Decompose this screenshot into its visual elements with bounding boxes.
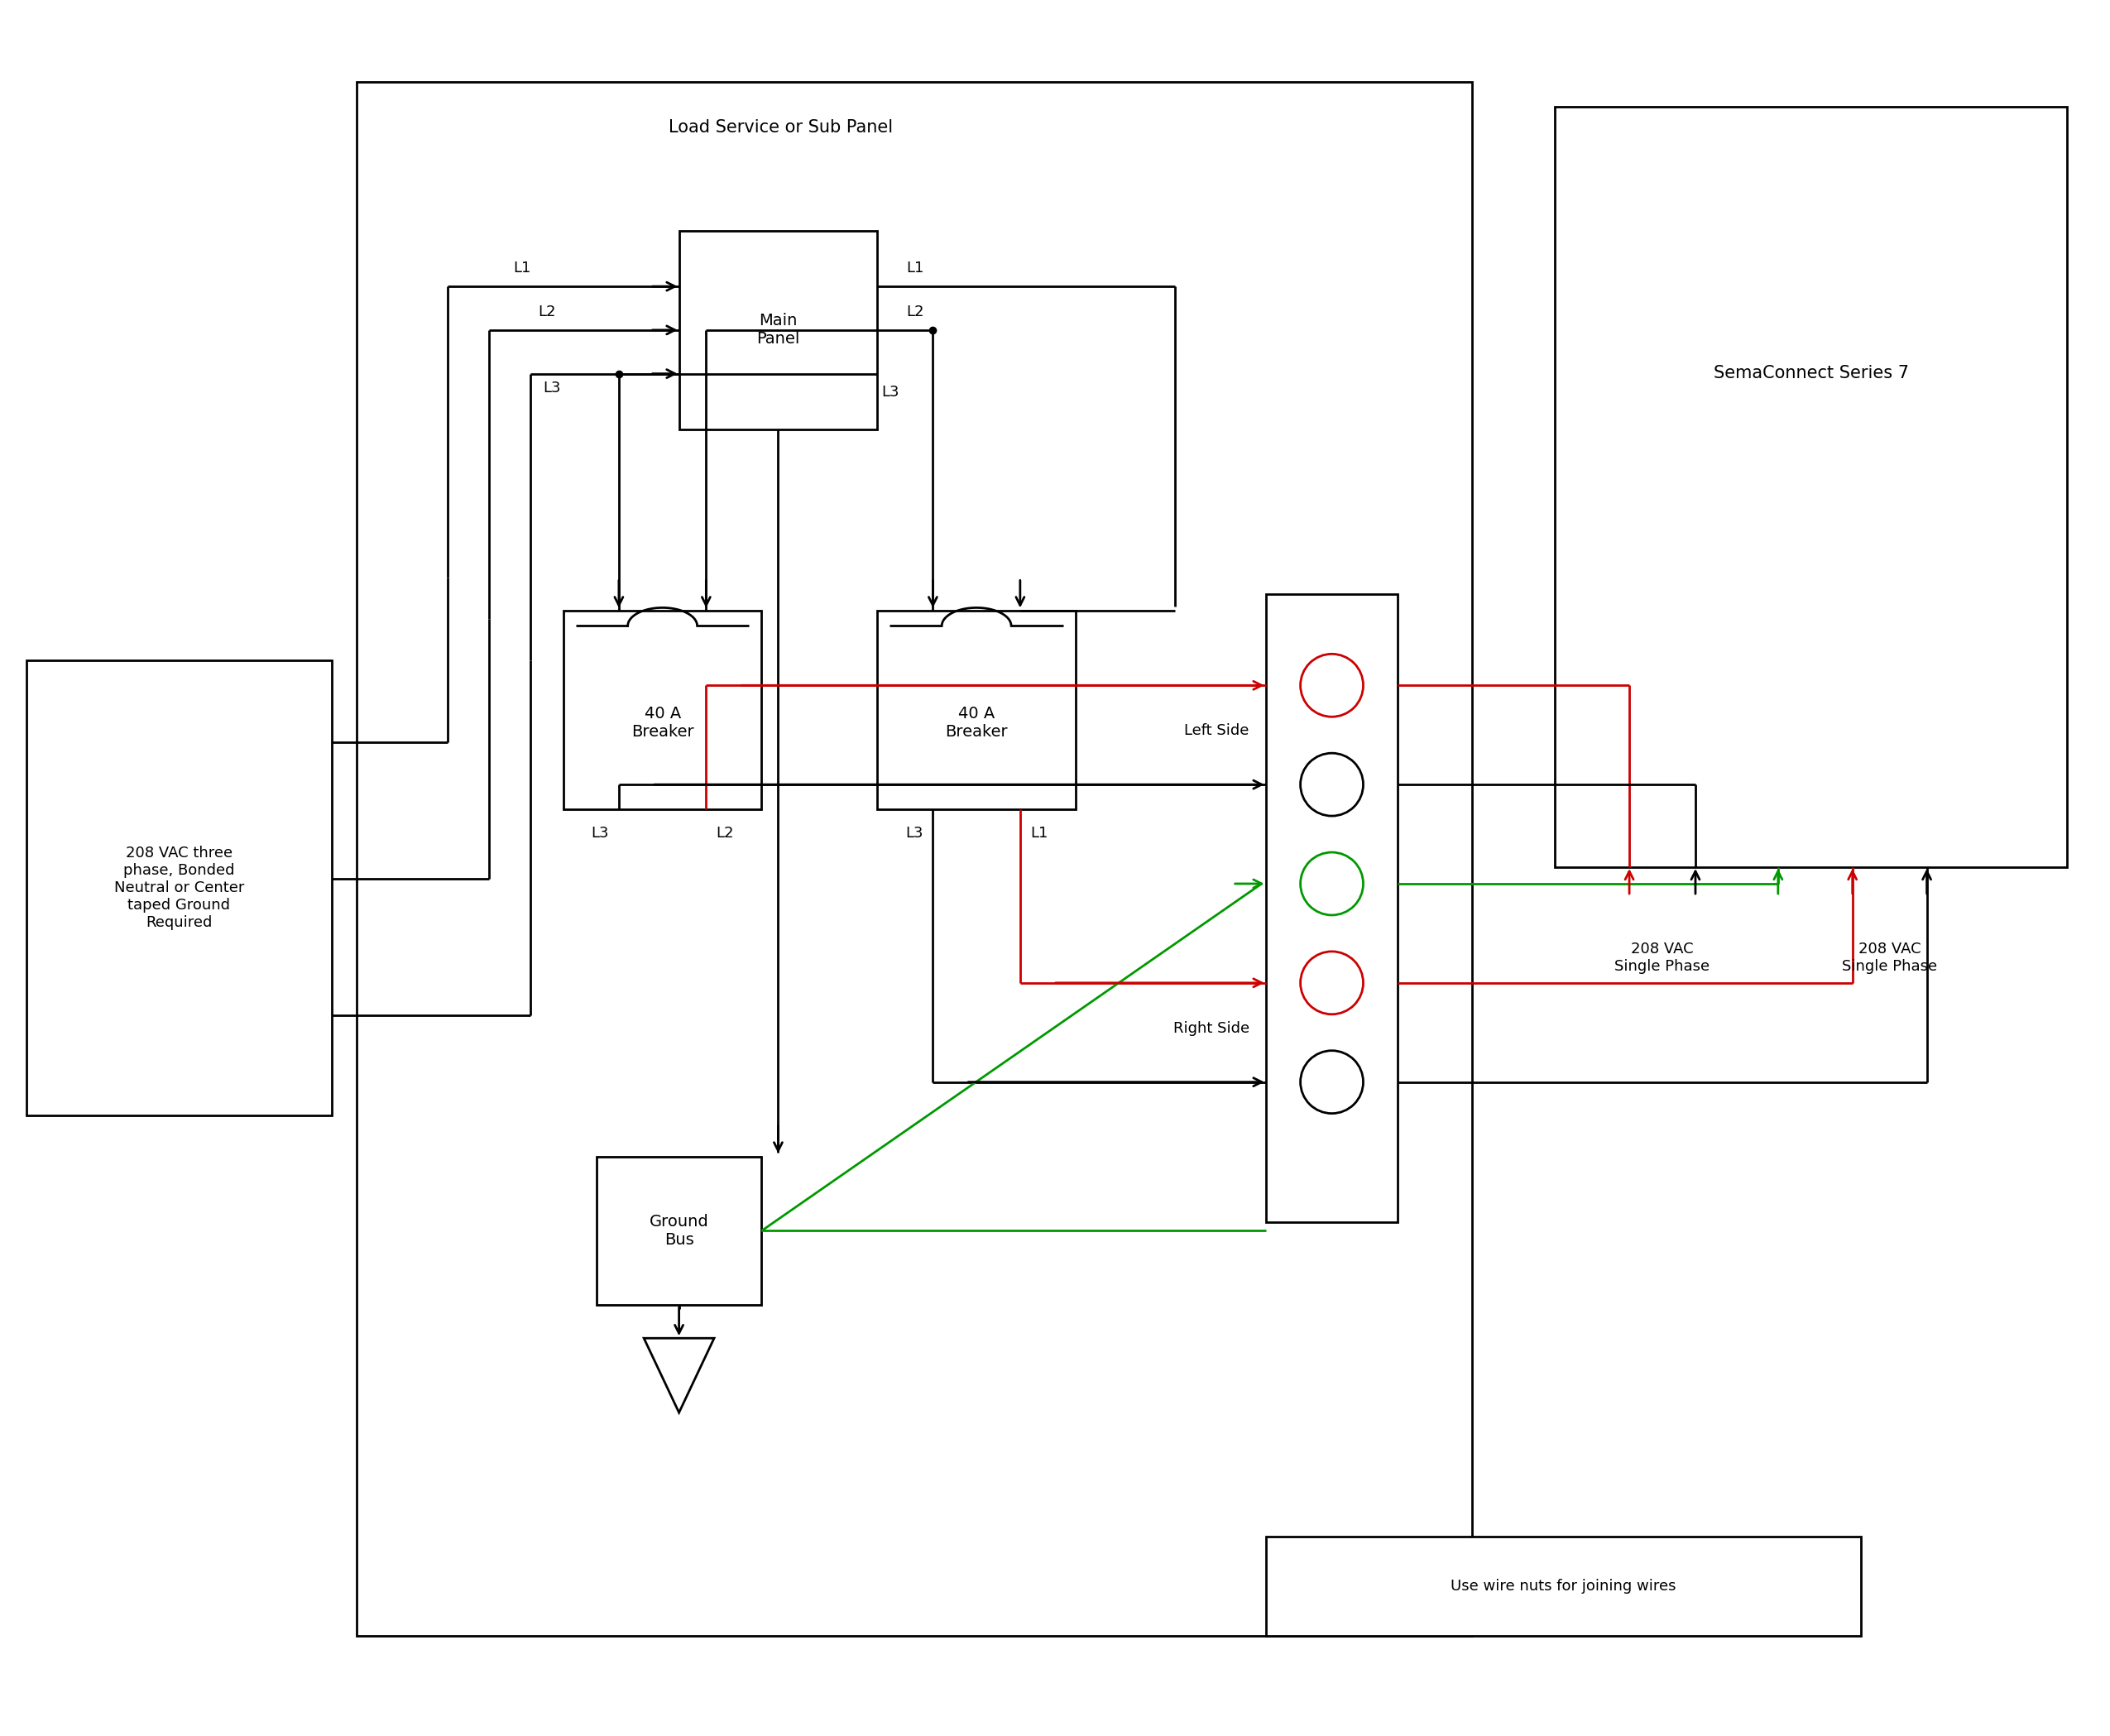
Bar: [1266, 1536, 1861, 1635]
Polygon shape: [644, 1338, 713, 1413]
Bar: [357, 82, 1473, 1635]
Text: L2: L2: [538, 304, 555, 319]
Circle shape: [1300, 654, 1363, 717]
Text: L1: L1: [1030, 826, 1049, 840]
Text: Right Side: Right Side: [1173, 1021, 1249, 1036]
Text: L1: L1: [907, 260, 924, 276]
Circle shape: [1300, 1050, 1363, 1113]
Text: L3: L3: [542, 380, 561, 396]
Bar: [679, 231, 878, 429]
Text: L3: L3: [591, 826, 610, 840]
Bar: [1555, 108, 2068, 868]
Text: Ground
Bus: Ground Bus: [650, 1213, 709, 1248]
Text: L3: L3: [905, 826, 922, 840]
Text: 40 A
Breaker: 40 A Breaker: [945, 705, 1009, 740]
Text: Main
Panel: Main Panel: [757, 312, 800, 347]
Text: Load Service or Sub Panel: Load Service or Sub Panel: [669, 120, 893, 135]
Bar: [597, 1156, 762, 1305]
Text: 208 VAC
Single Phase: 208 VAC Single Phase: [1614, 943, 1709, 974]
Circle shape: [1300, 951, 1363, 1014]
Text: 208 VAC three
phase, Bonded
Neutral or Center
taped Ground
Required: 208 VAC three phase, Bonded Neutral or C…: [114, 845, 245, 930]
Bar: [563, 611, 762, 809]
Circle shape: [1300, 753, 1363, 816]
Bar: [878, 611, 1076, 809]
Text: L2: L2: [907, 304, 924, 319]
Text: Left Side: Left Side: [1184, 724, 1249, 738]
Circle shape: [1300, 852, 1363, 915]
Bar: [1266, 594, 1399, 1222]
Text: L1: L1: [513, 260, 532, 276]
Text: Use wire nuts for joining wires: Use wire nuts for joining wires: [1450, 1578, 1675, 1594]
Text: L3: L3: [882, 384, 899, 399]
Bar: [25, 661, 331, 1115]
Text: 40 A
Breaker: 40 A Breaker: [631, 705, 694, 740]
Text: L2: L2: [715, 826, 734, 840]
Text: 208 VAC
Single Phase: 208 VAC Single Phase: [1842, 943, 1937, 974]
Text: SemaConnect Series 7: SemaConnect Series 7: [1713, 365, 1910, 382]
